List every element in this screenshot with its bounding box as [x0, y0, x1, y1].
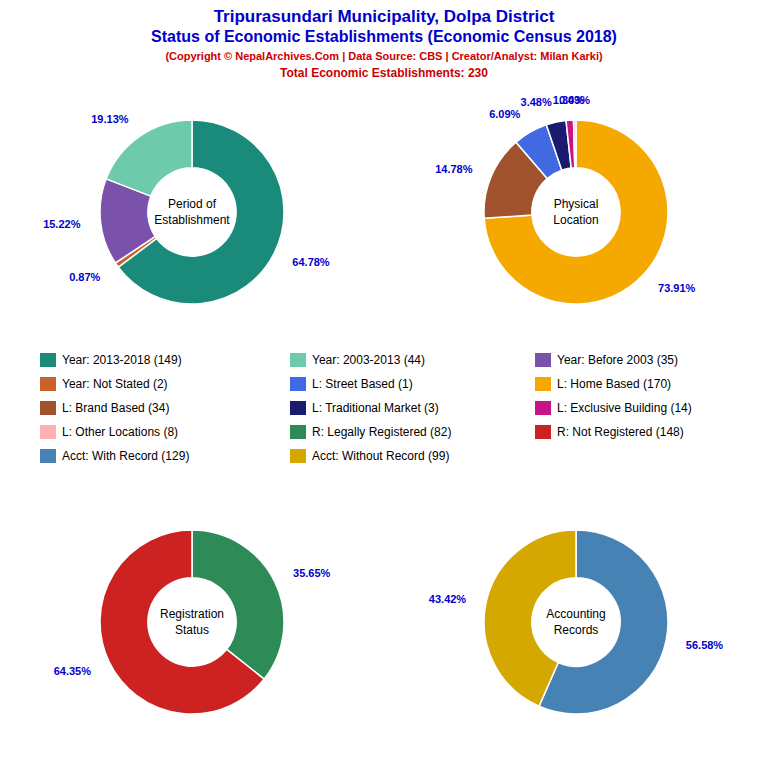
legend-label: Acct: Without Record (99)	[312, 449, 449, 463]
slices	[484, 120, 668, 304]
legend-swatch	[535, 425, 551, 439]
slice	[484, 120, 668, 304]
legend-label: L: Other Locations (8)	[62, 425, 178, 439]
legend-label: L: Home Based (170)	[557, 377, 671, 391]
center-label-line: Period of	[168, 197, 217, 211]
legend-item: L: Brand Based (34)	[40, 401, 169, 415]
center-label-line: Accounting	[546, 607, 605, 621]
slices	[100, 120, 284, 304]
donut-chart: Registration Status 35.65% 64.35%	[54, 530, 331, 714]
donut-chart: Period of Establishment 64.78% 0.87% 15.22% 1…	[43, 113, 330, 304]
legend-label: Year: Not Stated (2)	[62, 377, 168, 391]
center-label-line: Establishment	[154, 213, 230, 227]
legend-item: Acct: Without Record (99)	[290, 449, 449, 463]
legend-swatch	[535, 401, 551, 415]
slice	[106, 120, 192, 196]
data-label: 19.13%	[91, 113, 129, 125]
legend-label: R: Legally Registered (82)	[312, 425, 451, 439]
legend-swatch	[40, 377, 56, 391]
legend-label: L: Exclusive Building (14)	[557, 401, 692, 415]
legend-label: Year: 2013-2018 (149)	[62, 353, 182, 367]
title: Tripurasundari Municipality, Dolpa Distr…	[214, 7, 555, 26]
center-label-line: Physical	[554, 197, 599, 211]
title: Status of Economic Establishments (Econo…	[151, 28, 617, 45]
data-labels: 35.65% 64.35%	[54, 567, 331, 677]
center-label: Physical Location	[553, 197, 598, 227]
data-labels: 64.78% 0.87% 15.22% 19.13%	[43, 113, 330, 282]
center-label-line: Location	[553, 213, 598, 227]
legend-item: L: Street Based (1)	[290, 377, 413, 391]
slice	[100, 530, 264, 714]
legend: Year: 2013-2018 (149) Year: Not Stated (2…	[40, 353, 692, 463]
legend-label: L: Traditional Market (3)	[312, 401, 439, 415]
legend-label: L: Brand Based (34)	[62, 401, 169, 415]
data-label: 56.58%	[686, 639, 724, 651]
legend-item: Year: Not Stated (2)	[40, 377, 168, 391]
legend-item: Year: 2003-2013 (44)	[290, 353, 425, 367]
legend-label: Acct: With Record (129)	[62, 449, 189, 463]
legend-label: Year: 2003-2013 (44)	[312, 353, 425, 367]
legend-label: R: Not Registered (148)	[557, 425, 684, 439]
legend-item: L: Traditional Market (3)	[290, 401, 439, 415]
center-label: Period of Establishment	[154, 197, 230, 227]
subtitle: Total Economic Establishments: 230	[280, 66, 488, 80]
legend-label: L: Street Based (1)	[312, 377, 413, 391]
legend-item: R: Legally Registered (82)	[290, 425, 451, 439]
data-label: 0.87%	[69, 271, 100, 283]
legend-swatch	[40, 353, 56, 367]
data-label: 14.78%	[435, 163, 473, 175]
data-label: 15.22%	[43, 218, 81, 230]
data-label: 35.65%	[293, 567, 331, 579]
slice	[192, 530, 284, 679]
figure: Tripurasundari Municipality, Dolpa Distr…	[0, 0, 768, 768]
legend-swatch	[290, 377, 306, 391]
legend-item: Year: 2013-2018 (149)	[40, 353, 182, 367]
legend-swatch	[290, 449, 306, 463]
center-label-line: Status	[175, 623, 209, 637]
legend-swatch	[290, 401, 306, 415]
legend-swatch	[290, 425, 306, 439]
data-label: 73.91%	[658, 282, 696, 294]
center-label: Accounting Records	[546, 607, 605, 637]
legend-item: R: Not Registered (148)	[535, 425, 684, 439]
legend-item: L: Exclusive Building (14)	[535, 401, 692, 415]
legend-swatch	[535, 353, 551, 367]
data-labels: 56.58% 43.42%	[429, 593, 724, 651]
data-label: 64.78%	[292, 256, 330, 268]
legend-swatch	[40, 401, 56, 415]
slice	[574, 120, 576, 168]
data-labels: 73.91%14.78%6.09%3.48%1.30%0.43%	[435, 94, 695, 295]
center-label: Registration Status	[160, 607, 224, 637]
legend-swatch	[535, 377, 551, 391]
legend-item: L: Other Locations (8)	[40, 425, 178, 439]
legend-item: Year: Before 2003 (35)	[535, 353, 678, 367]
donut-chart: PhysicalLocation73.91%14.78%6.09%3.48%1.…	[435, 94, 695, 304]
donut-chart: Accounting Records 56.58% 43.42%	[429, 530, 724, 714]
center-label-line: Records	[554, 623, 599, 637]
slices	[100, 530, 284, 714]
data-label: 3.48%	[521, 96, 552, 108]
legend-swatch	[40, 425, 56, 439]
data-label: 6.09%	[489, 108, 520, 120]
legend-label: Year: Before 2003 (35)	[557, 353, 678, 367]
legend-swatch	[40, 449, 56, 463]
legend-item: Acct: With Record (129)	[40, 449, 189, 463]
data-label: 43.42%	[429, 593, 467, 605]
center-label-line: Registration	[160, 607, 224, 621]
legend-item: L: Home Based (170)	[535, 377, 671, 391]
subtitle: (Copyright © NepalArchives.Com | Data So…	[165, 50, 603, 62]
data-label: 0.43%	[559, 94, 590, 106]
data-label: 64.35%	[54, 665, 92, 677]
slices	[484, 530, 668, 714]
legend-swatch	[290, 353, 306, 367]
